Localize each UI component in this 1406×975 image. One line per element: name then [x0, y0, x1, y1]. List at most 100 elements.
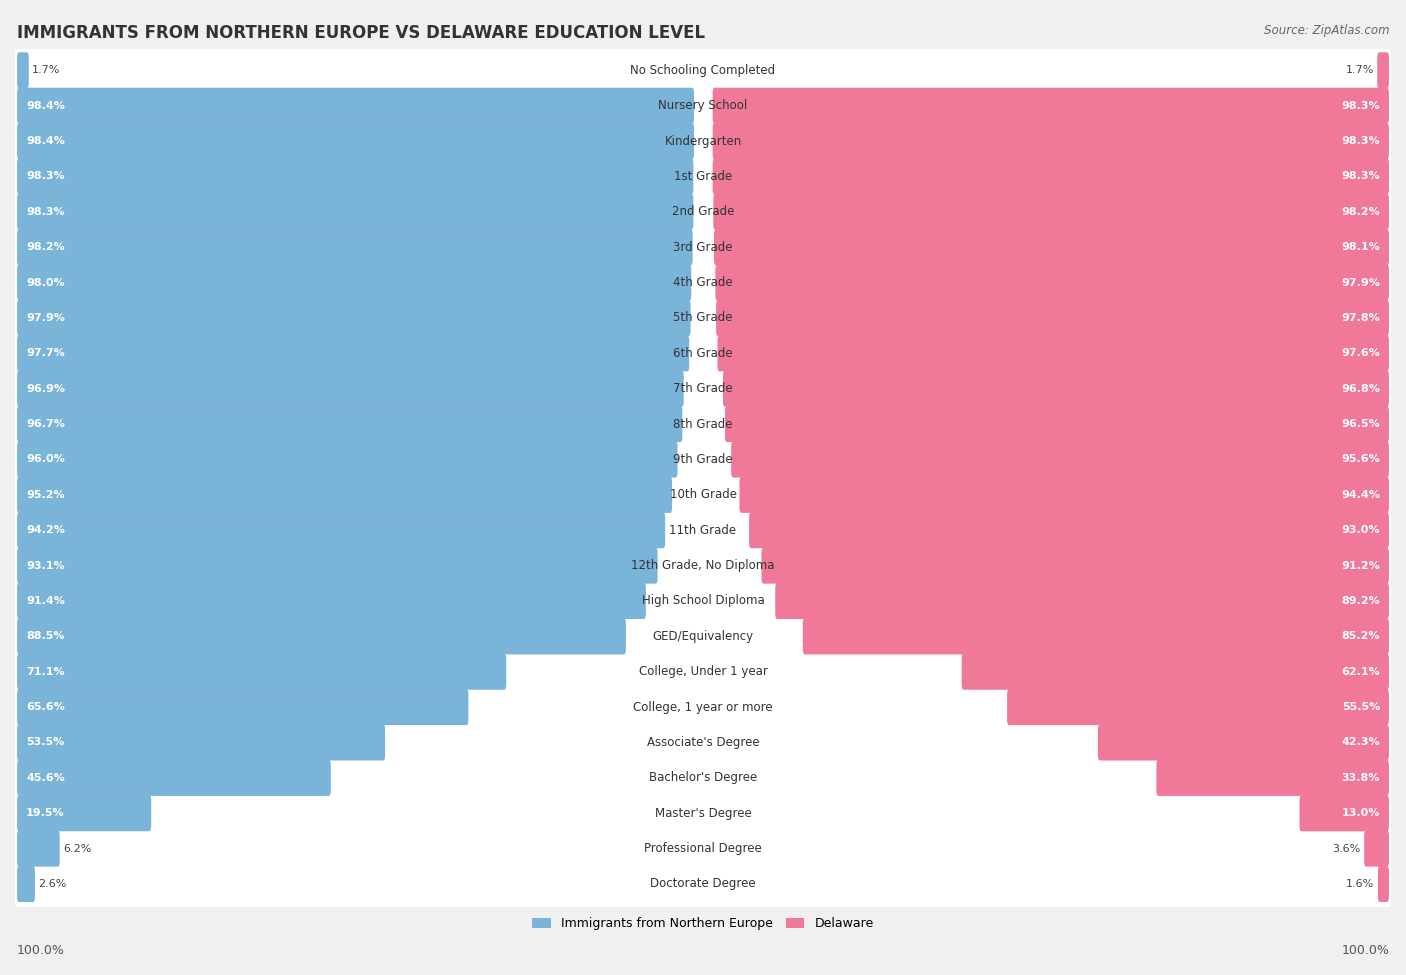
Text: 1.7%: 1.7% — [32, 65, 60, 75]
FancyBboxPatch shape — [17, 548, 658, 584]
FancyBboxPatch shape — [17, 370, 683, 407]
FancyBboxPatch shape — [17, 618, 626, 654]
FancyBboxPatch shape — [17, 760, 330, 796]
Text: 55.5%: 55.5% — [1341, 702, 1381, 712]
FancyBboxPatch shape — [17, 866, 35, 902]
FancyBboxPatch shape — [17, 477, 672, 513]
FancyBboxPatch shape — [713, 158, 1389, 195]
Text: 96.0%: 96.0% — [25, 454, 65, 464]
Text: 98.1%: 98.1% — [1341, 242, 1381, 253]
Text: 10th Grade: 10th Grade — [669, 488, 737, 501]
Text: 97.8%: 97.8% — [1341, 313, 1381, 323]
FancyBboxPatch shape — [17, 724, 385, 760]
Text: 96.7%: 96.7% — [25, 419, 65, 429]
Text: 19.5%: 19.5% — [25, 808, 65, 818]
FancyBboxPatch shape — [15, 577, 1391, 625]
Text: 33.8%: 33.8% — [1341, 773, 1381, 783]
FancyBboxPatch shape — [17, 406, 682, 442]
Text: 98.2%: 98.2% — [1341, 207, 1381, 216]
Text: College, Under 1 year: College, Under 1 year — [638, 665, 768, 679]
Text: 94.4%: 94.4% — [1341, 489, 1381, 500]
FancyBboxPatch shape — [716, 300, 1389, 336]
FancyBboxPatch shape — [15, 258, 1391, 307]
FancyBboxPatch shape — [716, 264, 1389, 300]
Text: 65.6%: 65.6% — [25, 702, 65, 712]
Text: Professional Degree: Professional Degree — [644, 842, 762, 855]
FancyBboxPatch shape — [15, 825, 1391, 873]
Text: High School Diploma: High School Diploma — [641, 595, 765, 607]
Text: GED/Equivalency: GED/Equivalency — [652, 630, 754, 643]
FancyBboxPatch shape — [17, 194, 693, 230]
Text: 6th Grade: 6th Grade — [673, 347, 733, 360]
FancyBboxPatch shape — [1299, 796, 1389, 832]
Text: 9th Grade: 9th Grade — [673, 453, 733, 466]
FancyBboxPatch shape — [725, 406, 1389, 442]
Text: 42.3%: 42.3% — [1341, 737, 1381, 748]
FancyBboxPatch shape — [17, 158, 693, 195]
FancyBboxPatch shape — [1098, 724, 1389, 760]
Text: 2.6%: 2.6% — [38, 879, 66, 889]
FancyBboxPatch shape — [762, 548, 1389, 584]
FancyBboxPatch shape — [714, 229, 1389, 265]
FancyBboxPatch shape — [17, 53, 28, 89]
Text: 96.5%: 96.5% — [1341, 419, 1381, 429]
FancyBboxPatch shape — [17, 88, 695, 124]
Text: 98.4%: 98.4% — [25, 136, 65, 146]
FancyBboxPatch shape — [15, 683, 1391, 731]
FancyBboxPatch shape — [1378, 866, 1389, 902]
Text: 96.8%: 96.8% — [1341, 384, 1381, 394]
Text: 3rd Grade: 3rd Grade — [673, 241, 733, 254]
Text: 85.2%: 85.2% — [1341, 632, 1381, 642]
Text: Doctorate Degree: Doctorate Degree — [650, 878, 756, 890]
Text: 53.5%: 53.5% — [25, 737, 65, 748]
FancyBboxPatch shape — [15, 471, 1391, 519]
FancyBboxPatch shape — [15, 612, 1391, 660]
FancyBboxPatch shape — [17, 264, 692, 300]
Text: Kindergarten: Kindergarten — [665, 135, 741, 147]
Text: 1.6%: 1.6% — [1346, 879, 1375, 889]
Text: 1st Grade: 1st Grade — [673, 170, 733, 183]
FancyBboxPatch shape — [17, 653, 506, 689]
Text: 2nd Grade: 2nd Grade — [672, 206, 734, 218]
Text: Source: ZipAtlas.com: Source: ZipAtlas.com — [1264, 24, 1389, 37]
Legend: Immigrants from Northern Europe, Delaware: Immigrants from Northern Europe, Delawar… — [527, 912, 879, 935]
FancyBboxPatch shape — [713, 194, 1389, 230]
Text: Nursery School: Nursery School — [658, 99, 748, 112]
Text: 6.2%: 6.2% — [63, 843, 91, 853]
Text: 98.3%: 98.3% — [1341, 100, 1381, 111]
FancyBboxPatch shape — [749, 512, 1389, 548]
FancyBboxPatch shape — [17, 123, 695, 159]
FancyBboxPatch shape — [1364, 831, 1389, 867]
Text: Bachelor's Degree: Bachelor's Degree — [650, 771, 756, 784]
Text: 91.4%: 91.4% — [25, 596, 65, 606]
Text: 62.1%: 62.1% — [1341, 667, 1381, 677]
FancyBboxPatch shape — [17, 831, 59, 867]
Text: 97.9%: 97.9% — [25, 313, 65, 323]
FancyBboxPatch shape — [1007, 689, 1389, 725]
Text: 98.0%: 98.0% — [25, 278, 65, 288]
Text: College, 1 year or more: College, 1 year or more — [633, 701, 773, 714]
FancyBboxPatch shape — [17, 583, 645, 619]
FancyBboxPatch shape — [723, 370, 1389, 407]
Text: 93.1%: 93.1% — [25, 561, 65, 570]
Text: 95.6%: 95.6% — [1341, 454, 1381, 464]
Text: IMMIGRANTS FROM NORTHERN EUROPE VS DELAWARE EDUCATION LEVEL: IMMIGRANTS FROM NORTHERN EUROPE VS DELAW… — [17, 24, 704, 42]
Text: 95.2%: 95.2% — [25, 489, 65, 500]
Text: 98.4%: 98.4% — [25, 100, 65, 111]
FancyBboxPatch shape — [713, 123, 1389, 159]
FancyBboxPatch shape — [15, 365, 1391, 412]
FancyBboxPatch shape — [15, 400, 1391, 449]
Text: 12th Grade, No Diploma: 12th Grade, No Diploma — [631, 559, 775, 572]
FancyBboxPatch shape — [731, 442, 1389, 478]
FancyBboxPatch shape — [803, 618, 1389, 654]
FancyBboxPatch shape — [15, 436, 1391, 484]
FancyBboxPatch shape — [15, 82, 1391, 130]
FancyBboxPatch shape — [17, 689, 468, 725]
Text: 91.2%: 91.2% — [1341, 561, 1381, 570]
Text: 98.3%: 98.3% — [1341, 172, 1381, 181]
Text: 13.0%: 13.0% — [1341, 808, 1381, 818]
Text: 5th Grade: 5th Grade — [673, 311, 733, 325]
FancyBboxPatch shape — [15, 188, 1391, 236]
Text: 97.9%: 97.9% — [1341, 278, 1381, 288]
FancyBboxPatch shape — [15, 46, 1391, 95]
